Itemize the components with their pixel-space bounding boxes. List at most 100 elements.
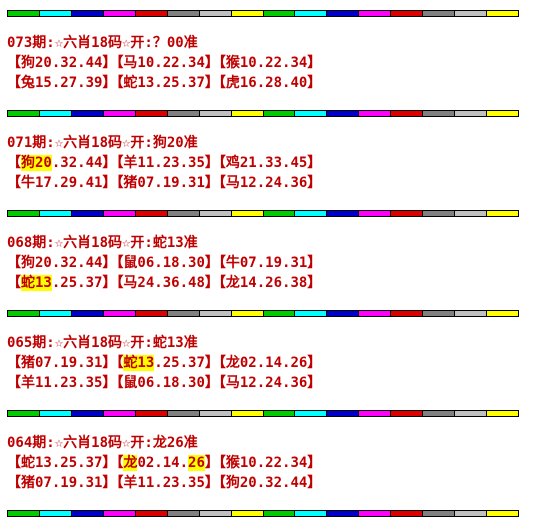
color-segment xyxy=(327,211,360,216)
color-segment xyxy=(423,11,456,16)
entry-text: 【狗20.32.44】 xyxy=(7,55,117,71)
entry-text: 【龙02.14.26】 xyxy=(218,355,322,371)
zodiac-row: 【牛17.29.41】【猪07.19.31】【马12.24.36】 xyxy=(7,173,527,193)
color-segment xyxy=(327,511,360,516)
color-segment xyxy=(103,411,136,416)
prediction-block: 065期:☆六肖18码☆开:蛇13准 【猪07.19.31】【蛇13.25.37】… xyxy=(7,333,527,393)
color-segment xyxy=(487,311,518,316)
zodiac-entry: 【龙02.14.26】 xyxy=(219,355,321,371)
entry-text: .25.37】 xyxy=(154,355,219,371)
color-segment xyxy=(455,411,488,416)
zodiac-entry: 【马12.24.36】 xyxy=(219,175,321,191)
color-segment xyxy=(391,211,424,216)
color-segment xyxy=(391,311,424,316)
entry-text: 【鼠06.18.30】 xyxy=(116,255,219,271)
entry-text: 【羊11.23.35】 xyxy=(7,375,117,391)
zodiac-entry: 【马12.24.36】 xyxy=(219,375,321,391)
color-segment xyxy=(39,111,72,116)
issue-title: 064期:☆六肖18码☆开:龙26准 xyxy=(7,435,198,451)
color-segment xyxy=(391,411,424,416)
color-segment xyxy=(199,511,232,516)
zodiac-entry: 【猴10.22.34】 xyxy=(219,455,321,471)
zodiac-entry: 【鸡21.33.45】 xyxy=(219,155,321,171)
color-segment xyxy=(455,211,488,216)
color-divider-bar xyxy=(7,410,519,417)
zodiac-row: 【狗20.32.44】【马10.22.34】【猴10.22.34】 xyxy=(7,53,527,73)
color-segment xyxy=(231,511,264,516)
entry-text: 【鸡21.33.45】 xyxy=(218,155,322,171)
color-segment xyxy=(71,411,104,416)
entry-text: 【牛17.29.41】 xyxy=(7,175,117,191)
color-segment xyxy=(455,311,488,316)
zodiac-entry: 【蛇13.25.37】 xyxy=(116,355,219,371)
color-segment xyxy=(71,211,104,216)
entry-text: 【 xyxy=(116,355,124,371)
issue-title: 065期:☆六肖18码☆开:蛇13准 xyxy=(7,335,198,351)
color-segment xyxy=(71,11,104,16)
color-segment xyxy=(39,311,72,316)
color-segment xyxy=(359,11,392,16)
entry-text: 【羊11.23.35】 xyxy=(116,155,219,171)
color-segment xyxy=(455,511,488,516)
entry-text: 【牛07.19.31】 xyxy=(218,255,322,271)
zodiac-row: 【蛇13.25.37】【龙02.14.26】【猴10.22.34】 xyxy=(7,453,527,473)
color-segment xyxy=(231,211,264,216)
color-segment xyxy=(263,511,296,516)
zodiac-entry: 【羊11.23.35】 xyxy=(116,155,218,171)
entry-text: .32.44】 xyxy=(51,155,117,171)
entry-text: 【 xyxy=(7,155,21,171)
color-segment xyxy=(71,311,104,316)
color-segment xyxy=(263,11,296,16)
hit-highlight: 蛇13 xyxy=(123,355,155,371)
color-segment xyxy=(423,311,456,316)
color-segment xyxy=(487,211,518,216)
color-segment xyxy=(359,411,392,416)
entry-text: 【 xyxy=(7,275,21,291)
color-segment xyxy=(423,411,456,416)
entry-text: 【鼠06.18.30】 xyxy=(116,375,219,391)
color-segment xyxy=(327,11,360,16)
color-segment xyxy=(8,511,40,516)
color-segment xyxy=(103,211,136,216)
color-segment xyxy=(455,111,488,116)
prediction-block: 064期:☆六肖18码☆开:龙26准【蛇13.25.37】【龙02.14.26】… xyxy=(7,433,527,493)
entry-text: 【马24.36.48】 xyxy=(116,275,219,291)
color-divider-bar xyxy=(7,310,519,317)
color-segment xyxy=(199,411,232,416)
color-segment xyxy=(39,11,72,16)
color-segment xyxy=(199,11,232,16)
color-segment xyxy=(295,511,328,516)
entry-text: 【猪07.19.31】 xyxy=(116,175,219,191)
entry-text: 【马10.22.34】 xyxy=(116,55,219,71)
color-segment xyxy=(295,311,328,316)
color-segment xyxy=(487,11,518,16)
prediction-block: 071期:☆六肖18码☆开:狗20准 【狗20.32.44】【羊11.23.35】… xyxy=(7,133,527,193)
entry-text: 【蛇13.25.37】 xyxy=(7,455,117,471)
zodiac-entry: 【羊11.23.35】 xyxy=(116,475,218,491)
color-segment xyxy=(231,111,264,116)
color-segment xyxy=(359,111,392,116)
color-segment xyxy=(8,11,40,16)
color-segment xyxy=(199,111,232,116)
color-segment xyxy=(135,311,168,316)
entry-text: 【龙14.26.38】 xyxy=(218,275,322,291)
entry-text: 【狗20.32.44】 xyxy=(218,475,322,491)
entry-text: 【兔15.27.39】 xyxy=(7,75,117,91)
color-divider-bar xyxy=(7,210,519,217)
entry-text: 【虎16.28.40】 xyxy=(218,75,322,91)
zodiac-entry: 【兔15.27.39】 xyxy=(7,75,116,91)
color-segment xyxy=(327,311,360,316)
zodiac-entry: 【龙14.26.38】 xyxy=(219,275,321,291)
zodiac-entry: 【猪07.19.31】 xyxy=(7,355,116,371)
zodiac-entry: 【牛17.29.41】 xyxy=(7,175,116,191)
zodiac-entry: 【猪07.19.31】 xyxy=(116,175,218,191)
color-segment xyxy=(295,211,328,216)
color-segment xyxy=(167,411,200,416)
zodiac-entry: 【蛇13.25.37】 xyxy=(7,275,116,291)
color-segment xyxy=(103,311,136,316)
color-segment xyxy=(487,411,518,416)
color-segment xyxy=(391,511,424,516)
color-segment xyxy=(391,11,424,16)
color-segment xyxy=(455,11,488,16)
color-segment xyxy=(263,411,296,416)
